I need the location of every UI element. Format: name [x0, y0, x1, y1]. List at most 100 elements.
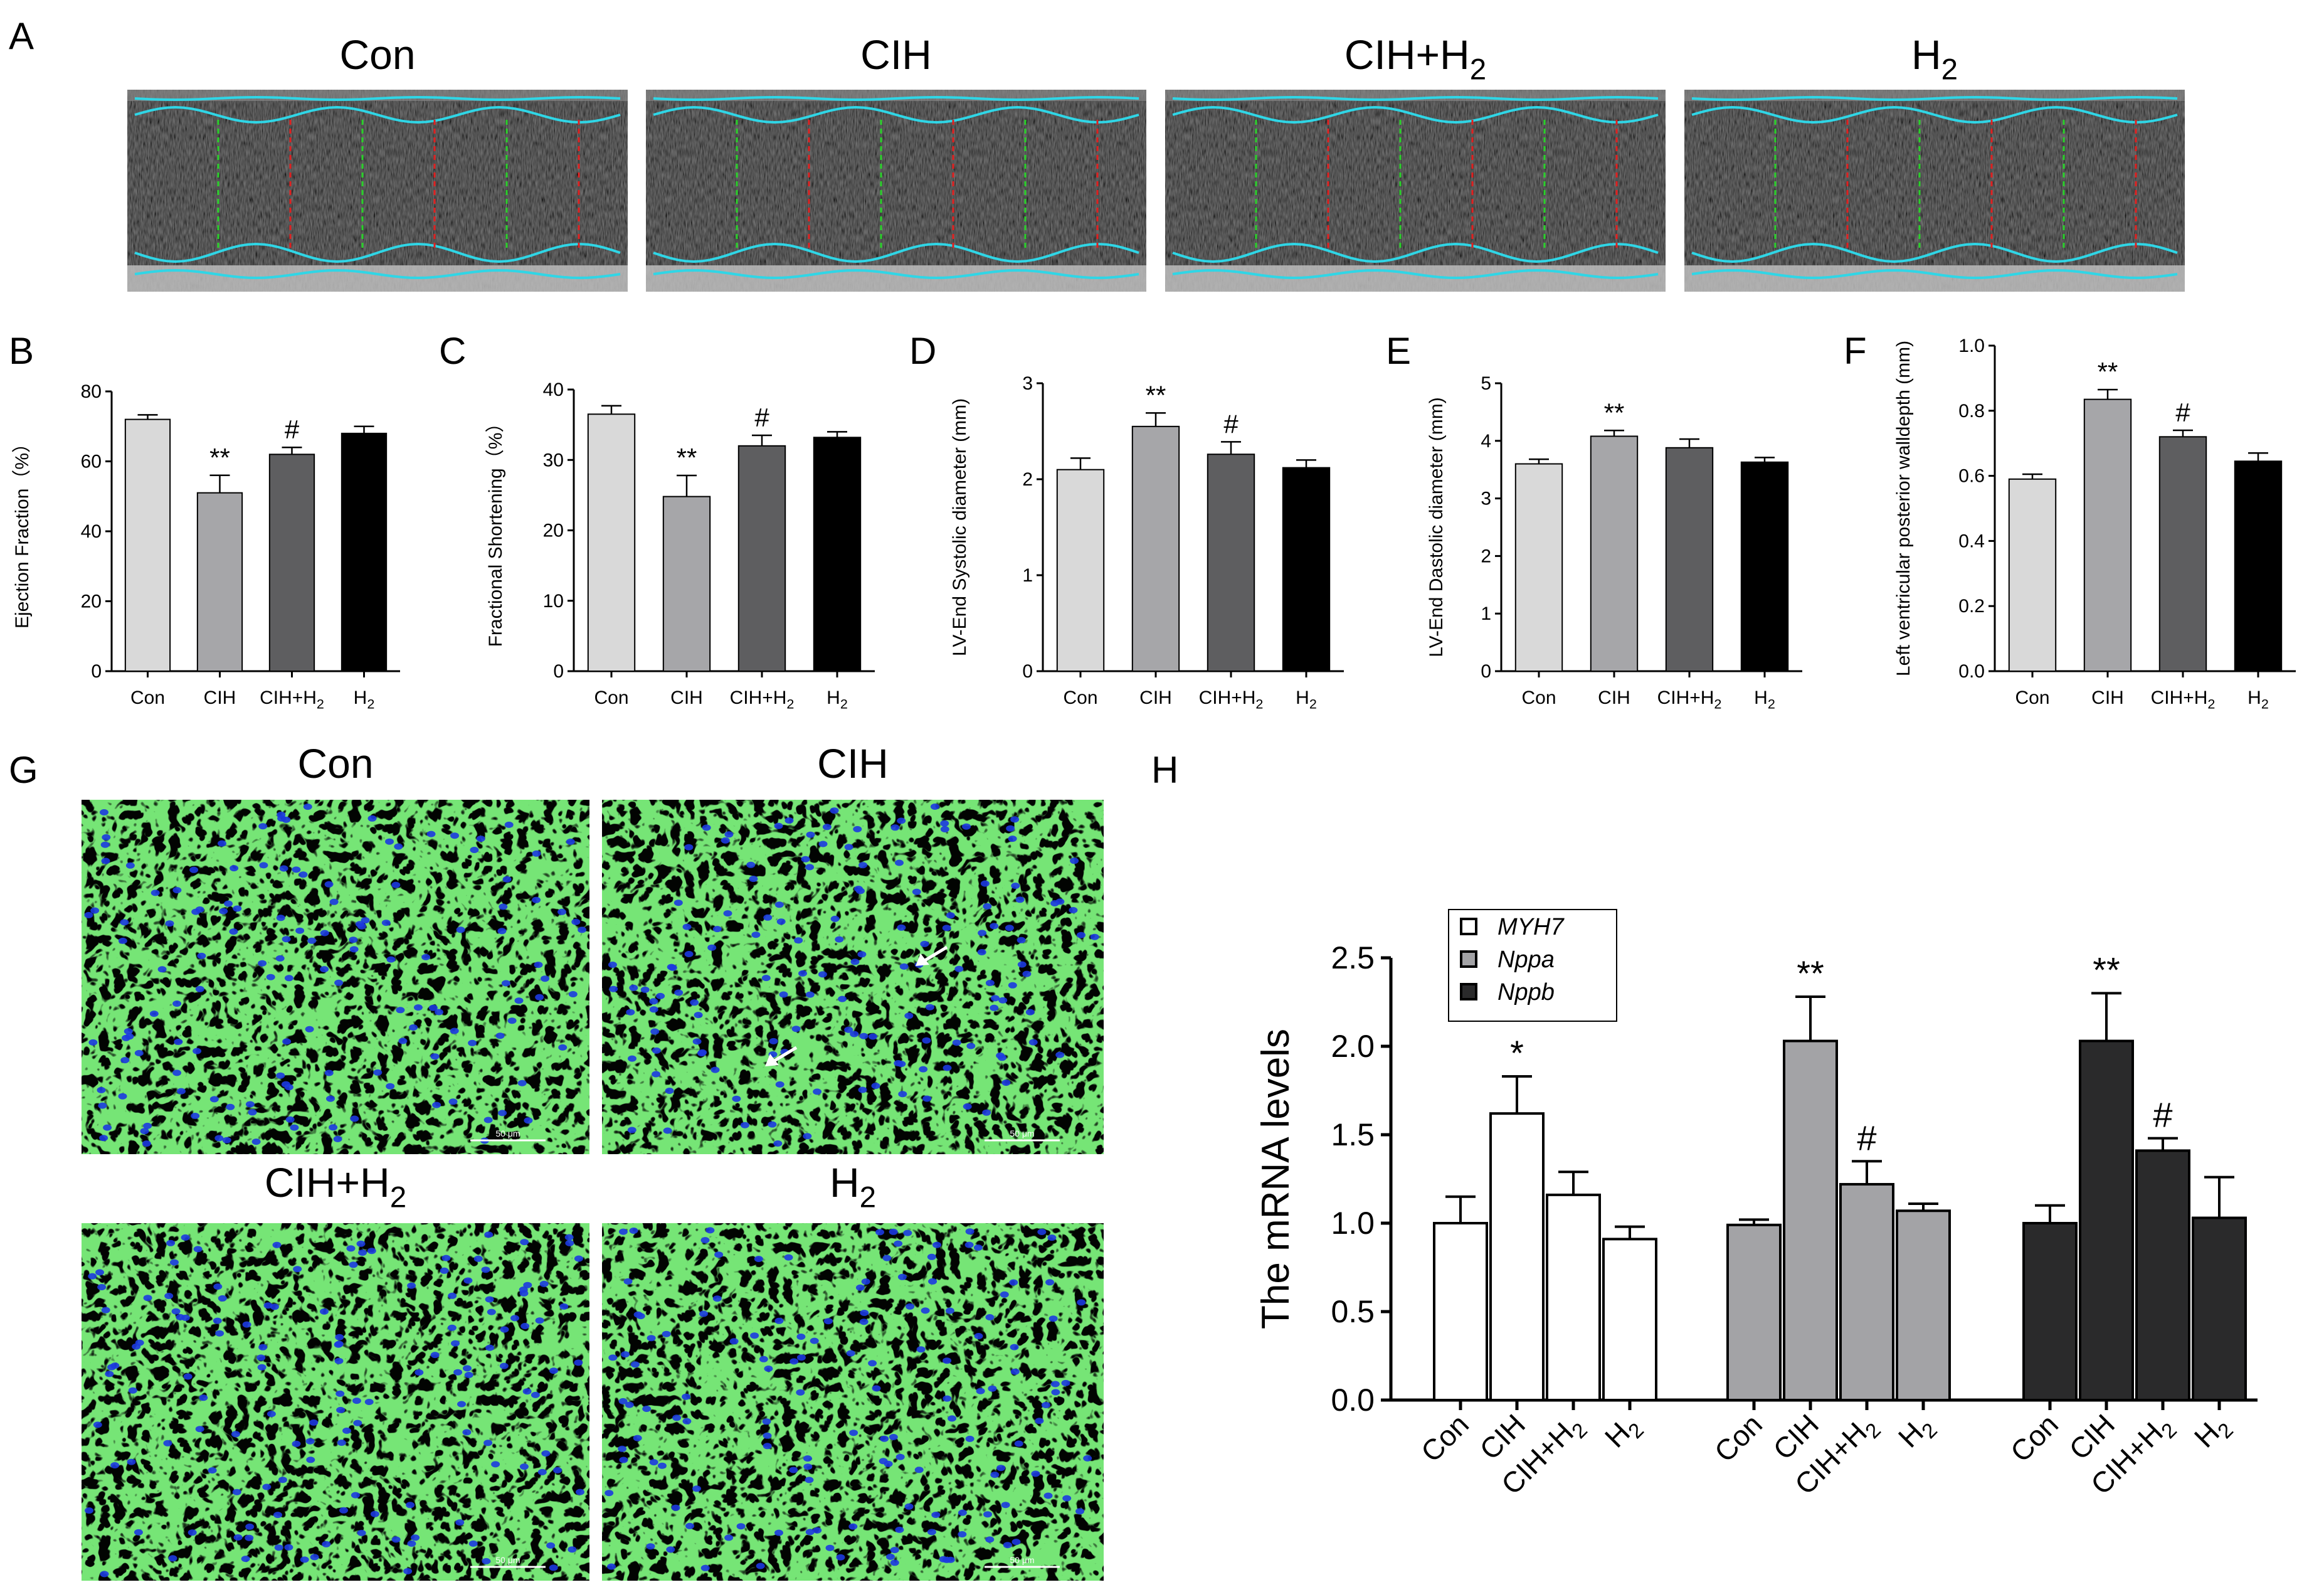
nucleus	[320, 930, 329, 937]
nucleus	[386, 956, 396, 963]
histology-title-subscript: 2	[860, 1181, 876, 1214]
nucleus	[697, 1050, 706, 1057]
nucleus	[647, 1335, 656, 1342]
y-tick-label: 0.8	[1958, 401, 1985, 422]
nucleus	[257, 1364, 267, 1371]
nucleus	[939, 1556, 948, 1563]
nucleus	[276, 1072, 285, 1079]
bar	[1896, 1209, 1951, 1401]
scale-bar-label: 50 μm	[495, 1128, 520, 1138]
nucleus	[226, 1103, 235, 1110]
nucleus	[84, 911, 93, 918]
nucleus	[356, 1240, 366, 1247]
y-tick-label: 10	[543, 591, 564, 612]
nucleus	[292, 866, 301, 873]
nucleus	[630, 1361, 640, 1368]
chart-E: 0 1 2 3 4 5 LV-End Dastolic diameter (mm) Con **…	[1426, 373, 1802, 712]
nucleus	[813, 1088, 822, 1095]
nucleus	[282, 1038, 292, 1045]
nucleus	[165, 920, 174, 927]
nucleus	[213, 1283, 223, 1290]
significance-mark: **	[1604, 398, 1625, 427]
echo-panel: CIH+H2	[1165, 31, 1666, 292]
histology-title: H2	[830, 1159, 876, 1214]
nucleus	[199, 1394, 208, 1401]
echo-trace	[1691, 242, 2178, 263]
nucleus	[367, 1248, 376, 1255]
nucleus	[859, 1319, 869, 1325]
x-tick-label: H2	[2247, 687, 2269, 712]
nucleus	[485, 1344, 495, 1351]
nucleus	[303, 804, 312, 810]
histology-title-subscript: 2	[390, 1181, 406, 1214]
nucleus	[754, 1256, 763, 1262]
nucleus	[88, 1039, 98, 1046]
nucleus	[398, 1037, 408, 1044]
nucleus	[546, 1542, 556, 1549]
nucleus	[218, 840, 226, 847]
nucleus	[295, 927, 305, 934]
y-tick-label: 2.0	[1331, 1029, 1375, 1064]
nucleus	[541, 975, 549, 982]
nucleus	[965, 1228, 974, 1235]
x-tick-label-text: H	[827, 687, 840, 708]
x-tick-label-text: CIH+H	[2151, 687, 2208, 708]
nucleus	[193, 1048, 202, 1054]
nucleus	[120, 919, 129, 926]
echo-title: CIH+H2	[1344, 31, 1486, 87]
legend-swatch	[1460, 950, 1477, 968]
nucleus	[473, 1255, 483, 1262]
nucleus	[963, 1103, 972, 1110]
nucleus	[571, 918, 581, 925]
nucleus	[519, 1287, 528, 1293]
nucleus	[855, 1284, 865, 1291]
nucleus	[773, 1140, 783, 1147]
echo-trace	[1172, 268, 1659, 280]
nucleus	[623, 1278, 633, 1285]
nucleus	[435, 1009, 443, 1016]
nucleus	[409, 1024, 418, 1031]
chart-C: 0 10 20 30 40 Fractional Shortening（%） Con ** CI…	[485, 379, 875, 712]
nucleus	[284, 1544, 293, 1551]
arrow-icon-head	[765, 1054, 779, 1066]
nucleus	[914, 1467, 924, 1473]
nucleus	[673, 899, 683, 906]
y-tick-label: 2	[1481, 546, 1491, 566]
nucleus	[334, 1340, 344, 1347]
nucleus	[618, 1445, 627, 1452]
nucleus	[750, 1332, 759, 1339]
nucleus	[476, 836, 485, 842]
nucleus	[977, 949, 986, 955]
nucleus	[789, 1467, 798, 1473]
x-tick-label-subscript: 2	[367, 696, 374, 712]
nucleus	[736, 1523, 746, 1530]
nucleus	[482, 1558, 491, 1564]
echo-title-text: CIH	[860, 31, 932, 78]
nucleus	[872, 1385, 881, 1392]
bar	[1514, 463, 1563, 672]
nucleus	[519, 1463, 529, 1470]
nucleus	[457, 1401, 466, 1408]
histology-title: CIH+H2	[265, 1159, 406, 1214]
nucleus	[102, 834, 111, 841]
nucleus	[358, 1250, 367, 1256]
nucleus	[983, 1511, 992, 1518]
nucleus	[931, 1512, 941, 1518]
nucleus	[846, 1350, 855, 1357]
nucleus	[110, 1362, 120, 1369]
nucleus	[576, 1489, 584, 1495]
nucleus	[858, 1086, 867, 1093]
x-tick-label: H2	[354, 687, 375, 712]
y-tick-label: 60	[81, 452, 102, 472]
y-tick-label: 1.0	[1958, 336, 1985, 356]
nucleus	[880, 1435, 889, 1442]
nucleus	[1011, 883, 1020, 889]
y-tick-label: 40	[81, 521, 102, 542]
nucleus	[990, 1004, 999, 1011]
nucleus	[692, 1038, 702, 1045]
nucleus	[118, 1093, 127, 1100]
nucleus	[85, 1507, 93, 1514]
nucleus	[274, 1544, 283, 1551]
nucleus	[998, 997, 1008, 1004]
cell-membranes	[82, 800, 589, 1154]
